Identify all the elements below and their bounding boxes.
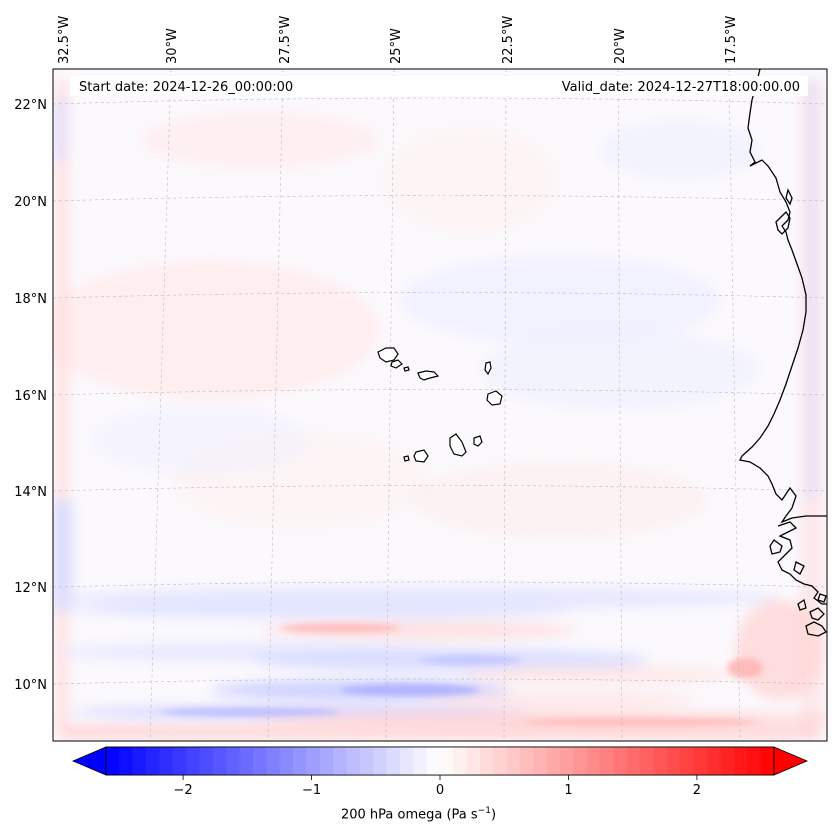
colorbar-extend-high — [773, 746, 809, 776]
colorbar-tick-label: −2 — [173, 783, 192, 798]
colorbar-band — [440, 747, 454, 775]
colorbar-band — [533, 747, 548, 775]
colorbar-band — [319, 747, 334, 775]
colorbar-band — [600, 747, 615, 775]
island-fogo — [413, 449, 429, 463]
colorbar-band — [159, 747, 174, 775]
island-santiago — [449, 433, 467, 457]
lat-label: 20°N — [14, 195, 47, 210]
colorbar-band — [252, 747, 267, 775]
lon-label: 25°W — [389, 28, 404, 64]
gridlines — [53, 69, 827, 741]
colorbar-band — [266, 747, 281, 775]
colorbar-band — [119, 747, 134, 775]
lat-label: 22°N — [14, 98, 47, 113]
map-frame — [52, 68, 828, 742]
colorbar-tick-label: −1 — [302, 783, 321, 798]
colorbar-band — [279, 747, 294, 775]
colorbar-band — [132, 747, 147, 775]
colorbar-band — [293, 747, 307, 775]
colorbar-band — [359, 747, 374, 775]
lat-label: 10°N — [14, 678, 47, 693]
colorbar-band — [720, 747, 735, 775]
colorbar-band — [386, 747, 401, 775]
colorbar-ticks: −2 −1 0 1 2 — [173, 775, 701, 798]
colorbar-band — [199, 747, 214, 775]
colorbar: −2 −1 0 1 2 — [71, 746, 809, 798]
lon-label: 32.5°W — [57, 16, 72, 64]
island-sao-nicolau — [417, 370, 440, 381]
colorbar-band — [667, 747, 681, 775]
colorbar-band — [707, 747, 722, 775]
island-brava — [403, 455, 410, 462]
island-santo-antao — [377, 347, 399, 363]
colorbar-band — [640, 747, 655, 775]
colorbar-band — [560, 747, 575, 775]
colorbar-bands — [105, 746, 775, 776]
colorbar-band — [239, 747, 254, 775]
colorbar-band — [226, 747, 241, 775]
latitude-labels: 22°N 20°N 18°N 16°N 14°N 12°N 10°N — [14, 98, 47, 693]
colorbar-label: 200 hPa omega (Pa s−1) — [340, 806, 497, 823]
colorbar-band — [520, 747, 535, 775]
annotation-background — [70, 76, 808, 96]
coastline-africa — [739, 69, 827, 637]
colorbar-band — [480, 747, 494, 775]
colorbar-band — [546, 747, 561, 775]
colorbar-band — [586, 747, 601, 775]
lon-label: 22.5°W — [501, 16, 516, 64]
colorbar-band — [466, 747, 481, 775]
colorbar-tick-label: 1 — [564, 783, 572, 798]
lon-label: 20°W — [613, 28, 628, 64]
colorbar-band — [346, 747, 361, 775]
lat-label: 16°N — [14, 389, 47, 404]
island-boa-vista — [486, 390, 503, 406]
island-sao-vicente — [390, 359, 403, 369]
colorbar-band — [653, 747, 668, 775]
colorbar-band — [573, 747, 588, 775]
colorbar-band — [399, 747, 414, 775]
longitude-labels: 32.5°W 30°W 27.5°W 25°W 22.5°W 20°W 17.5… — [57, 16, 739, 64]
colorbar-band — [733, 747, 748, 775]
colorbar-band — [760, 747, 775, 775]
colorbar-band — [613, 747, 628, 775]
valid-date-label: Valid_date: 2024-12-27T18:00:00.00 — [562, 80, 800, 95]
colorbar-band — [186, 747, 201, 775]
colorbar-band — [680, 747, 695, 775]
lat-label: 12°N — [14, 581, 47, 596]
colorbar-band — [106, 747, 120, 775]
lon-label: 27.5°W — [278, 16, 293, 64]
colorbar-extend-low — [71, 746, 107, 776]
lon-label: 30°W — [165, 28, 180, 64]
map-panel: Start date: 2024-12-26_00:00:00 Valid_da… — [52, 68, 828, 742]
cape-verde-islands — [377, 347, 503, 463]
lon-label: 17.5°W — [724, 16, 739, 64]
colorbar-band — [747, 747, 762, 775]
colorbar-band — [413, 747, 428, 775]
colorbar-band — [627, 747, 641, 775]
omega-field — [53, 69, 827, 741]
colorbar-band — [212, 747, 227, 775]
colorbar-band — [172, 747, 187, 775]
colorbar-band — [373, 747, 388, 775]
colorbar-band — [306, 747, 321, 775]
colorbar-band — [453, 747, 468, 775]
colorbar-band — [426, 747, 441, 775]
colorbar-band — [506, 747, 521, 775]
lat-label: 18°N — [14, 292, 47, 307]
island-maio — [473, 435, 483, 447]
colorbar-tick-label: 0 — [436, 783, 444, 798]
lat-label: 14°N — [14, 485, 47, 500]
colorbar-band — [333, 747, 347, 775]
colorbar-band — [493, 747, 508, 775]
colorbar-tick-label: 2 — [693, 783, 701, 798]
start-date-label: Start date: 2024-12-26_00:00:00 — [79, 80, 293, 95]
colorbar-band — [693, 747, 708, 775]
colorbar-band — [146, 747, 160, 775]
island-santa-luzia — [403, 366, 410, 372]
island-sal — [484, 361, 492, 376]
